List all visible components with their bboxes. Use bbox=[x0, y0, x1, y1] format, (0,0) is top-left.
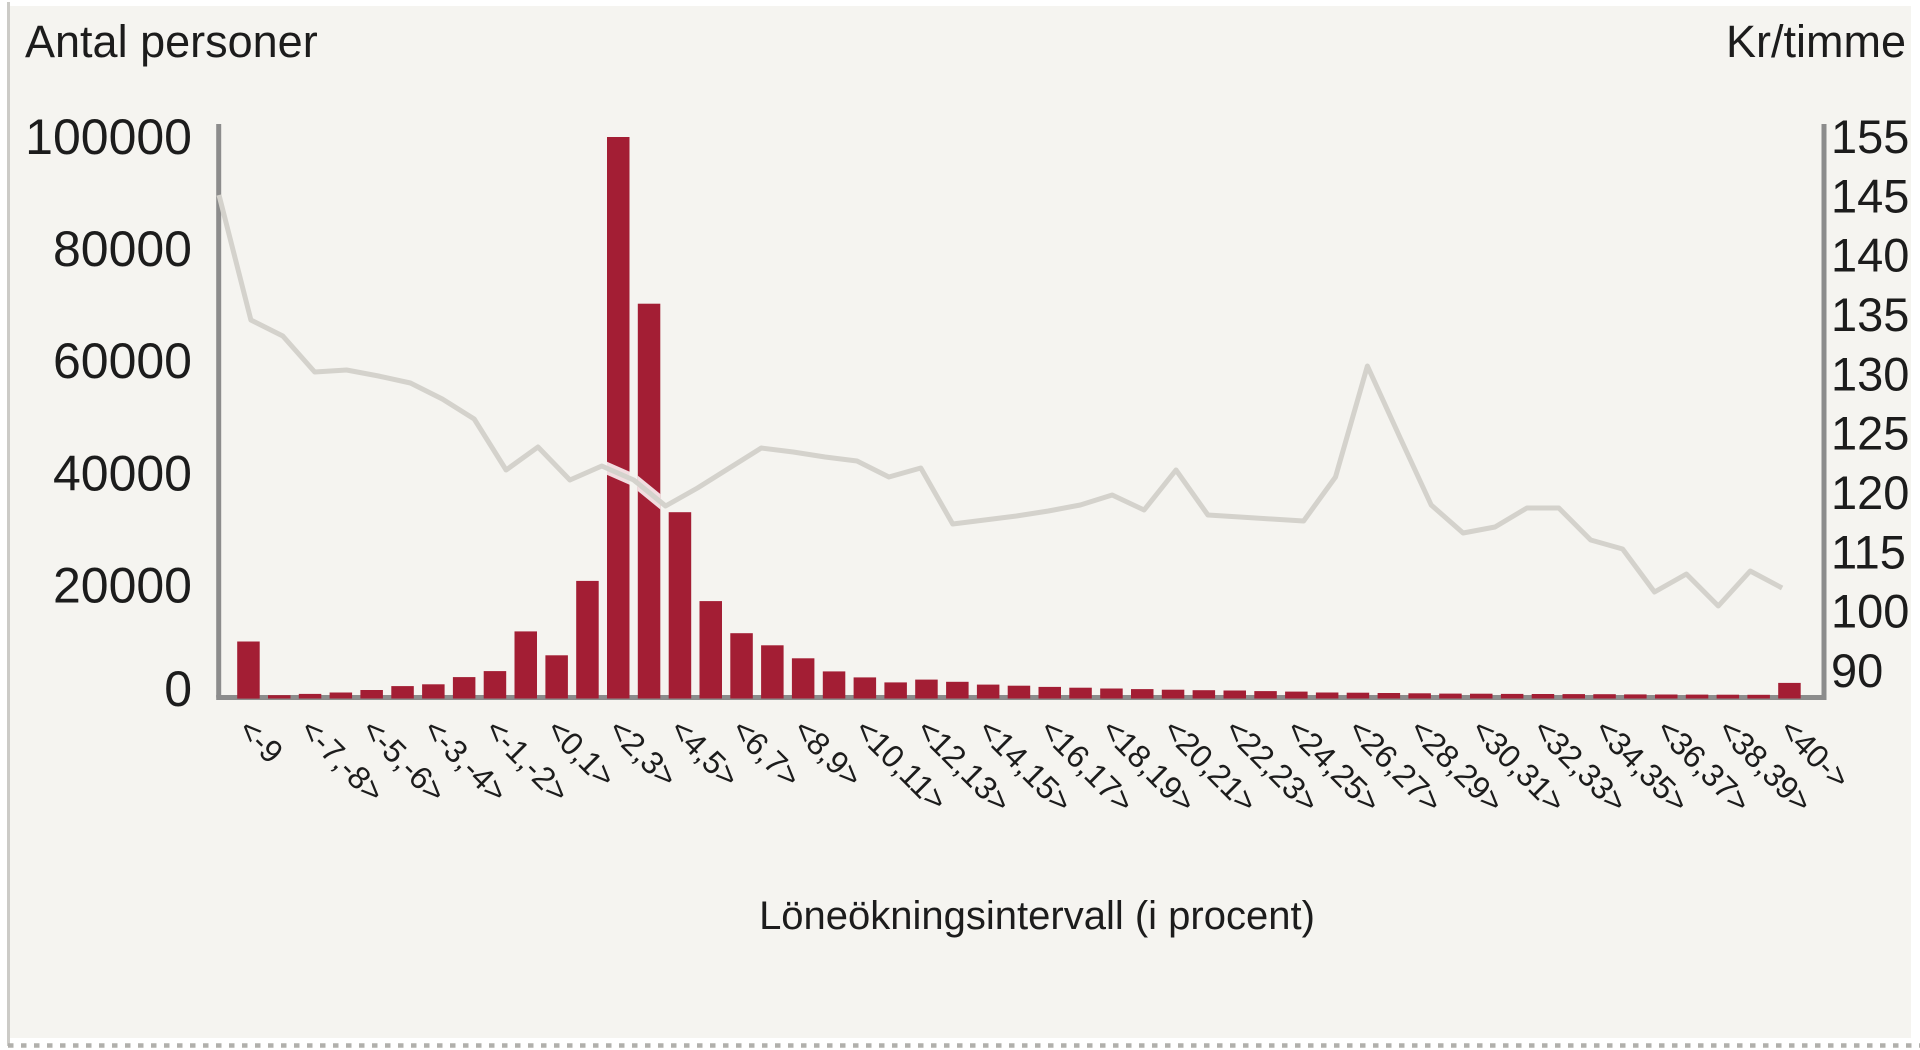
svg-text:115: 115 bbox=[1831, 525, 1906, 578]
svg-text:90: 90 bbox=[1831, 644, 1883, 697]
svg-text:130: 130 bbox=[1831, 347, 1909, 400]
svg-text:140: 140 bbox=[1831, 229, 1909, 282]
svg-text:0: 0 bbox=[164, 661, 192, 717]
svg-text:145: 145 bbox=[1831, 169, 1909, 222]
svg-text:100: 100 bbox=[1831, 585, 1909, 638]
svg-text:Kr/timme: Kr/timme bbox=[1726, 16, 1906, 67]
svg-text:60000: 60000 bbox=[53, 333, 192, 389]
svg-text:40000: 40000 bbox=[53, 445, 192, 501]
svg-text:135: 135 bbox=[1831, 288, 1909, 341]
svg-text:Antal personer: Antal personer bbox=[25, 16, 318, 67]
svg-text:20000: 20000 bbox=[53, 557, 192, 613]
svg-text:Löneökningsintervall (i procen: Löneökningsintervall (i procent) bbox=[759, 894, 1315, 938]
svg-text:120: 120 bbox=[1831, 466, 1909, 519]
svg-text:125: 125 bbox=[1831, 407, 1909, 460]
svg-text:155: 155 bbox=[1831, 110, 1909, 163]
svg-text:80000: 80000 bbox=[53, 221, 192, 277]
svg-text:100000: 100000 bbox=[25, 109, 192, 165]
